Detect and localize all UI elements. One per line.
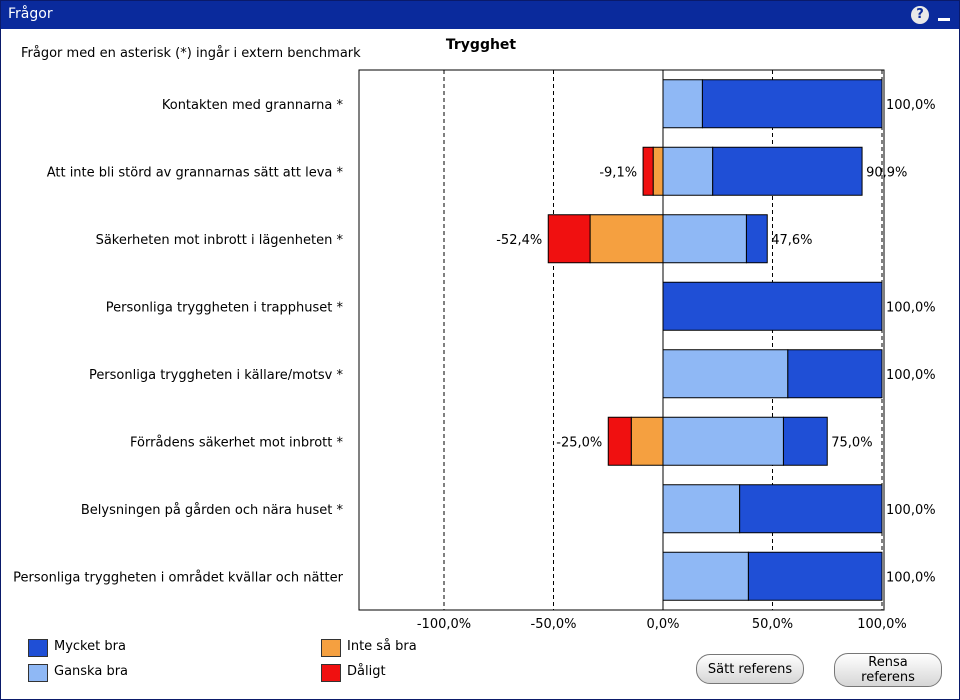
x-tick-label: 50,0% bbox=[752, 617, 793, 632]
bar-daligt bbox=[642, 146, 654, 196]
bar-inte-sa-bra bbox=[630, 416, 664, 466]
legend-swatch-inte-sa-bra bbox=[321, 639, 341, 657]
bar-mycket-bra bbox=[712, 146, 863, 196]
positive-data-label: 100,0% bbox=[886, 368, 936, 383]
positive-data-label: 75,0% bbox=[831, 435, 872, 450]
bar-ganska-bra bbox=[662, 416, 784, 466]
negative-data-label: -25,0% bbox=[556, 435, 602, 450]
bar-mycket-bra bbox=[739, 484, 883, 534]
category-label: Förrådens säkerhet mot inbrott * bbox=[130, 435, 343, 450]
bar-daligt bbox=[607, 416, 632, 466]
x-tick-label: -100,0% bbox=[417, 617, 471, 632]
negative-data-label: -9,1% bbox=[599, 165, 637, 180]
set-reference-button[interactable]: Sätt referens bbox=[696, 654, 804, 684]
category-label: Att inte bli störd av grannarnas sätt at… bbox=[47, 165, 344, 180]
x-tick-label: -50,0% bbox=[531, 617, 577, 632]
bar-inte-sa-bra bbox=[652, 146, 664, 196]
help-icon[interactable]: ? bbox=[911, 6, 929, 24]
legend-label: Ganska bra bbox=[54, 664, 129, 679]
category-label: Säkerheten mot inbrott i lägenheten * bbox=[96, 233, 344, 248]
bar-mycket-bra bbox=[787, 349, 883, 399]
bar-ganska-bra bbox=[662, 214, 747, 264]
category-label: Personliga tryggheten i området kvällar … bbox=[13, 570, 343, 585]
title-bar: Frågor ? bbox=[1, 1, 959, 29]
category-label: Personliga tryggheten i källare/motsv * bbox=[89, 368, 344, 383]
legend-label: Mycket bra bbox=[54, 639, 126, 654]
clear-reference-button[interactable]: Rensa referens bbox=[834, 653, 942, 687]
negative-data-label: -52,4% bbox=[496, 233, 542, 248]
bar-mycket-bra bbox=[745, 214, 768, 264]
positive-data-label: 47,6% bbox=[771, 233, 812, 248]
bar-mycket-bra bbox=[701, 79, 883, 129]
bar-ganska-bra bbox=[662, 349, 789, 399]
positive-data-label: 100,0% bbox=[886, 503, 936, 518]
bar-mycket-bra bbox=[747, 551, 883, 601]
bar-daligt bbox=[547, 214, 591, 264]
bar-ganska-bra bbox=[662, 551, 749, 601]
legend-label: Inte så bra bbox=[347, 639, 417, 654]
bar-inte-sa-bra bbox=[589, 214, 664, 264]
legend-label: Dåligt bbox=[347, 664, 386, 679]
bar-mycket-bra bbox=[662, 281, 883, 331]
category-label: Personliga tryggheten i trapphuset * bbox=[106, 300, 344, 315]
benchmark-note: Frågor med en asterisk (*) ingår i exter… bbox=[21, 46, 361, 61]
category-label: Belysningen på gården och nära huset * bbox=[81, 503, 344, 518]
positive-data-label: 100,0% bbox=[886, 98, 936, 113]
positive-data-label: 100,0% bbox=[886, 300, 936, 315]
bar-chart: -100,0% -50,0% 0,0% 50,0% 100,0% Kontakten me… bbox=[13, 69, 936, 632]
window-title: Frågor bbox=[8, 6, 53, 22]
legend-swatch-mycket-bra bbox=[28, 639, 48, 657]
positive-data-label: 100,0% bbox=[886, 570, 936, 585]
bar-ganska-bra bbox=[662, 484, 741, 534]
legend-swatch-ganska-bra bbox=[28, 664, 48, 682]
x-tick-label: 100,0% bbox=[857, 617, 907, 632]
positive-data-label: 90,9% bbox=[866, 165, 907, 180]
x-tick-label: 0,0% bbox=[646, 617, 679, 632]
legend-swatch-daligt bbox=[321, 664, 341, 682]
minimize-icon[interactable] bbox=[938, 18, 950, 21]
bar-ganska-bra bbox=[662, 79, 703, 129]
bar-mycket-bra bbox=[782, 416, 828, 466]
chart-title: Trygghet bbox=[445, 37, 517, 53]
category-label: Kontakten med grannarna * bbox=[162, 98, 344, 113]
bar-ganska-bra bbox=[662, 146, 714, 196]
